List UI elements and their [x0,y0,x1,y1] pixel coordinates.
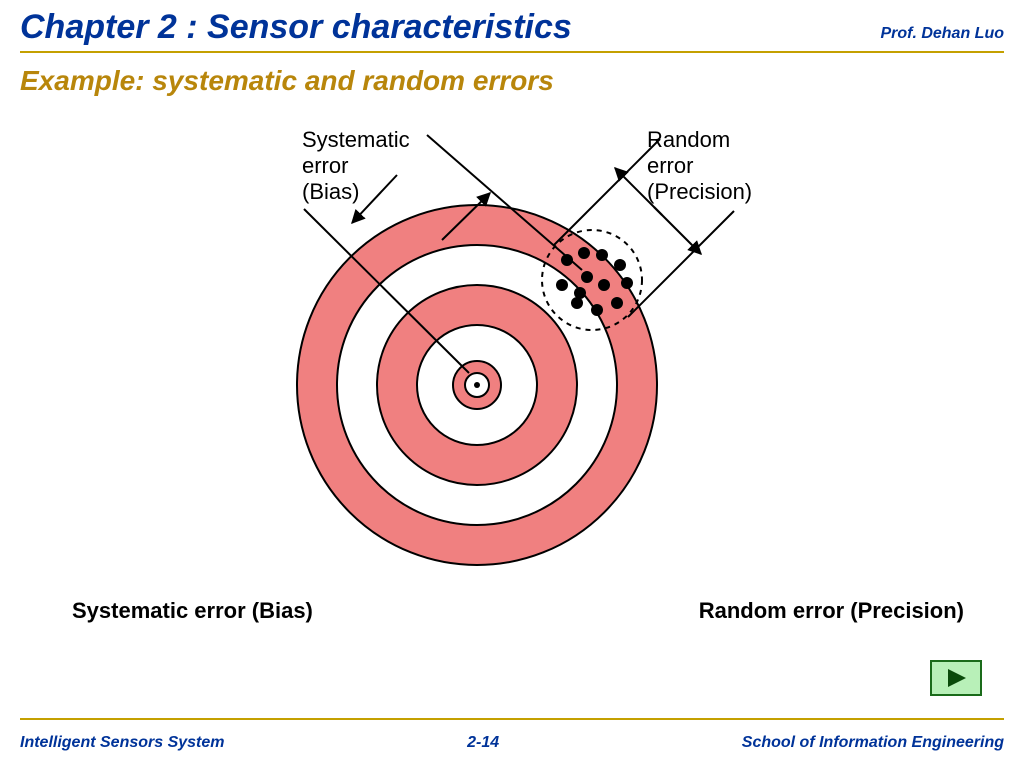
svg-text:Systematicerror(Bias): Systematicerror(Bias) [302,127,410,204]
next-slide-button[interactable] [930,660,982,696]
svg-text:Randomerror(Precision): Randomerror(Precision) [647,127,752,204]
page-number: 2-14 [467,734,499,752]
footer-left: Intelligent Sensors System [20,734,225,752]
example-title: Example: systematic and random errors [0,59,1024,97]
play-icon [944,666,968,690]
footer-right: School of Information Engineering [742,734,1004,752]
chapter-title: Chapter 2 : Sensor characteristics [20,8,572,47]
bottom-divider [20,718,1004,720]
error-target-diagram: Systematicerror(Bias) Randomerror(Precisi… [0,105,1024,580]
caption-random: Random error (Precision) [699,598,964,624]
caption-systematic: Systematic error (Bias) [72,598,313,624]
professor-name: Prof. Dehan Luo [880,25,1004,47]
top-divider [20,51,1004,53]
